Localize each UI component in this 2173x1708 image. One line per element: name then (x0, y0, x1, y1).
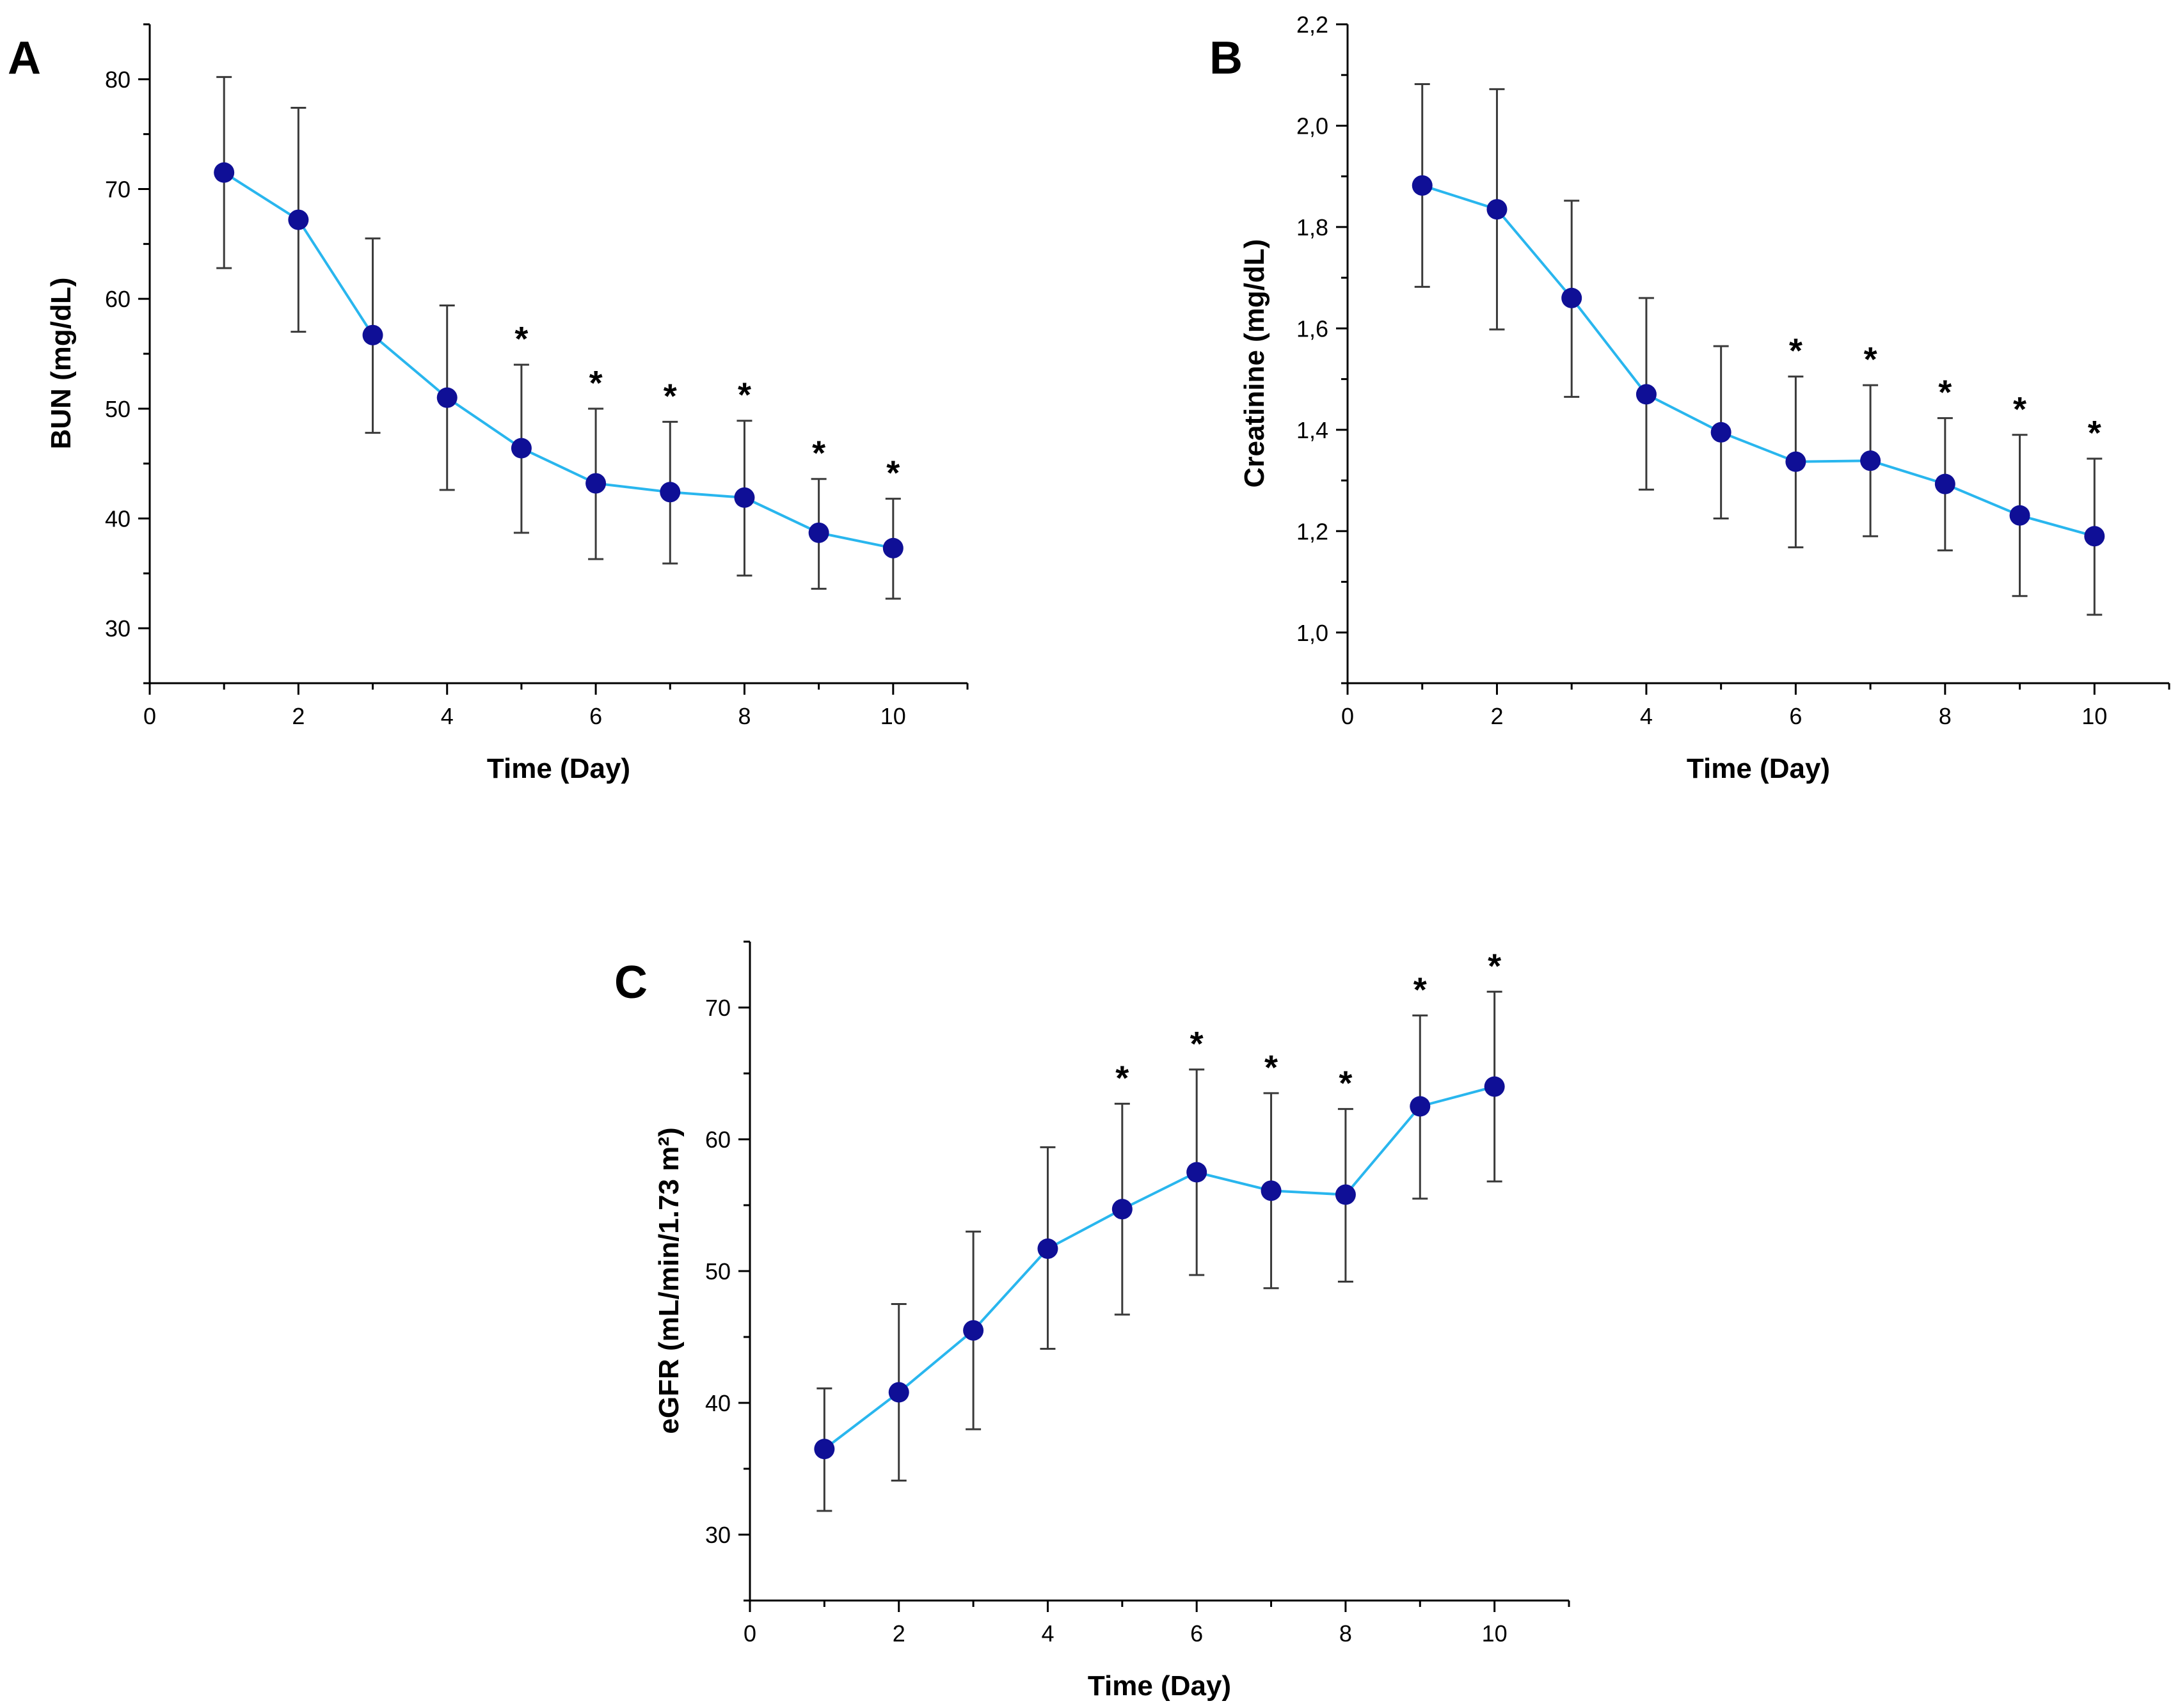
data-point (660, 482, 681, 503)
x-tick-label: 0 (1341, 703, 1354, 729)
significance-marker: * (1789, 332, 1803, 370)
data-point (1111, 1199, 1133, 1220)
significance-marker: * (664, 377, 677, 415)
data-point (2084, 526, 2105, 547)
data-point (1410, 1096, 1431, 1117)
y-tick-label: 1,2 (1296, 518, 1328, 544)
panel-letter: B (1209, 33, 1243, 84)
data-point (214, 162, 235, 183)
x-tick-label: 6 (1190, 1620, 1203, 1647)
x-tick-label: 2 (893, 1620, 905, 1647)
data-point (1860, 450, 1881, 471)
x-tick-label: 2 (292, 703, 305, 729)
y-tick-label: 1,0 (1296, 620, 1328, 646)
significance-marker: * (589, 364, 603, 402)
y-tick-label: 40 (705, 1390, 731, 1416)
x-tick-label: 8 (738, 703, 751, 729)
x-tick-label: 10 (2081, 703, 2107, 729)
data-point (1335, 1184, 1356, 1205)
y-tick-label: 1,8 (1296, 214, 1328, 241)
x-tick-label: 0 (744, 1620, 756, 1647)
y-axis-title: BUN (mg/dL) (45, 278, 77, 450)
x-tick-label: 8 (1339, 1620, 1352, 1647)
significance-marker: * (1339, 1064, 1352, 1103)
data-point (882, 537, 903, 558)
y-tick-label: 70 (105, 177, 131, 203)
panel-c: 0 2 4 6 8 10 30 40 50 60 70 Time (Day) eGFR (mL/min/… (614, 940, 1570, 1702)
y-tick-label: 80 (105, 67, 131, 93)
x-tick-label: 10 (1482, 1620, 1508, 1647)
y-tick-label: 1,6 (1296, 315, 1328, 342)
x-axis-title: Time (Day) (1088, 1670, 1231, 1702)
x-tick-label: 6 (589, 703, 602, 729)
x-tick-label: 4 (441, 703, 454, 729)
y-tick-label: 1,4 (1296, 417, 1328, 443)
data-point (2009, 505, 2030, 526)
y-tick-label: 2,2 (1296, 12, 1328, 38)
panel-a: 0 2 4 6 8 10 30 40 50 60 70 80 Time (Day) BUN (mg/dL)… (8, 23, 969, 784)
data-point (1785, 451, 1806, 472)
data-point (1710, 422, 1731, 443)
significance-marker: * (1488, 947, 1501, 985)
y-tick-label: 50 (105, 396, 131, 422)
data-point (511, 438, 532, 459)
y-tick-label: 70 (705, 995, 731, 1021)
significance-marker: * (1190, 1025, 1204, 1063)
series-line (824, 1085, 1495, 1450)
data-point (1484, 1076, 1505, 1097)
data-point (814, 1439, 835, 1460)
y-tick-label: 60 (105, 286, 131, 312)
data-point (1412, 175, 1433, 196)
data-point (808, 522, 829, 543)
significance-marker: * (1413, 970, 1427, 1009)
y-tick-label: 40 (105, 506, 131, 532)
x-tick-label: 2 (1490, 703, 1503, 729)
y-tick-label: 60 (705, 1127, 731, 1153)
x-tick-label: 10 (880, 703, 906, 729)
significance-marker: * (514, 320, 528, 358)
y-tick-label: 2,0 (1296, 113, 1328, 139)
panel-letter: A (8, 33, 41, 84)
data-point (362, 324, 383, 345)
significance-marker: * (738, 376, 751, 415)
x-tick-label: 4 (1041, 1620, 1054, 1647)
y-tick-label: 30 (705, 1522, 731, 1548)
data-point (1261, 1180, 1282, 1201)
data-point (1486, 199, 1508, 220)
x-tick-label: 0 (143, 703, 156, 729)
x-tick-label: 6 (1789, 703, 1802, 729)
data-point (436, 387, 458, 408)
significance-marker: * (812, 434, 825, 473)
series-line (223, 171, 894, 550)
y-tick-label: 30 (105, 615, 131, 642)
data-point (1636, 384, 1657, 405)
significance-marker: * (1864, 340, 1877, 379)
x-tick-label: 4 (1640, 703, 1653, 729)
significance-marker: * (886, 454, 900, 493)
data-point (734, 487, 755, 508)
significance-marker: * (1938, 374, 1952, 412)
x-axis-title: Time (Day) (487, 753, 630, 784)
significance-marker: * (2013, 390, 2026, 429)
y-axis-title: Creatinine (mg/dL) (1239, 239, 1270, 488)
panel-letter: C (614, 957, 648, 1008)
x-tick-label: 8 (1939, 703, 1952, 729)
data-point (963, 1320, 984, 1341)
data-point (888, 1382, 909, 1403)
data-point (1561, 287, 1582, 308)
x-axis-title: Time (Day) (1687, 753, 1830, 784)
data-point (585, 473, 607, 494)
data-point (1934, 473, 1955, 494)
significance-marker: * (2088, 414, 2101, 452)
y-axis-title: eGFR (mL/min/1.73 m²) (653, 1127, 685, 1434)
y-tick-label: 50 (705, 1258, 731, 1285)
series-line (1422, 184, 2095, 538)
significance-marker: * (1115, 1059, 1129, 1097)
panel-b: 0 2 4 6 8 10 1,0 1,2 1,4 1,6 1,8 2,0 2,2 Time (Day) Cr… (1209, 12, 2170, 784)
data-point (288, 209, 309, 230)
data-point (1037, 1238, 1058, 1259)
data-point (1186, 1162, 1207, 1183)
significance-marker: * (1264, 1048, 1278, 1087)
